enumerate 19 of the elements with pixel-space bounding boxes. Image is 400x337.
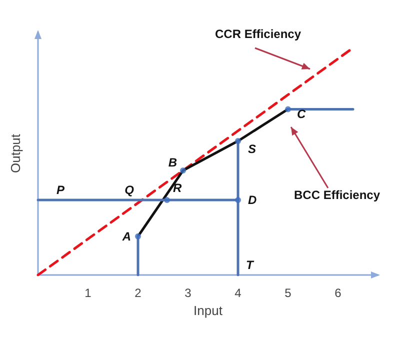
x-tick-label: 3 (184, 286, 192, 300)
x-tick-label: 5 (284, 286, 292, 300)
text: CCR Efficiency (214, 27, 302, 41)
annotation: Q (124, 183, 135, 198)
x-axis-title: Input (194, 302, 223, 318)
x-tick-label: 2 (134, 286, 142, 300)
annotation: S (248, 142, 256, 156)
annotation: B (168, 156, 178, 170)
annotation: A (121, 229, 131, 244)
annotation: R (173, 181, 182, 196)
annotation: BCC Efficiency (294, 188, 380, 202)
y-axis-title: Output (8, 134, 23, 174)
annotation: D (248, 193, 257, 208)
annotation: T (246, 258, 255, 272)
x-tick-label: 6 (334, 286, 342, 300)
annotation: P (56, 183, 66, 198)
annotation: C (297, 107, 306, 122)
x-tick-label: 4 (234, 286, 242, 300)
x-tick-label: 1 (84, 286, 92, 300)
